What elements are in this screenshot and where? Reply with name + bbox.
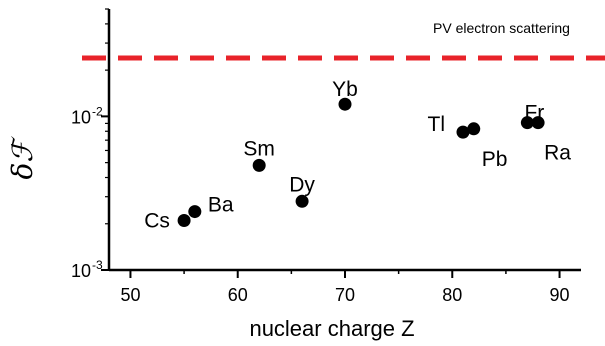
- data-point-cs: [177, 213, 191, 227]
- y-tick-label: 10: [71, 261, 91, 281]
- point-label-dy: Dy: [289, 173, 315, 196]
- y-tick-label: 10: [71, 107, 91, 127]
- point-label-ba: Ba: [208, 194, 234, 217]
- point-label-sm: Sm: [243, 137, 275, 160]
- x-axis-label: nuclear charge Z: [249, 316, 414, 341]
- data-point-fr: [520, 116, 534, 130]
- data-point-tl: [456, 125, 470, 139]
- x-tick-label: 90: [550, 285, 570, 305]
- y-axis-label: δℱ: [6, 136, 39, 180]
- y-tick-exponent: -2: [92, 104, 103, 118]
- data-point-dy: [295, 194, 309, 208]
- point-label-pb: Pb: [482, 148, 508, 171]
- data-point-yb: [338, 97, 352, 111]
- x-tick-label: 60: [228, 285, 248, 305]
- data-point-sm: [252, 158, 266, 172]
- x-tick-label: 80: [442, 285, 462, 305]
- point-label-cs: Cs: [144, 209, 170, 232]
- reference-line-label: PV electron scattering: [433, 20, 570, 36]
- point-label-yb: Yb: [332, 78, 358, 101]
- y-tick-exponent: -3: [92, 258, 103, 272]
- data-point-ra: [531, 116, 545, 130]
- data-point-ba: [188, 205, 202, 219]
- x-tick-label: 70: [335, 285, 355, 305]
- data-points: [177, 97, 545, 227]
- point-label-ra: Ra: [544, 142, 571, 165]
- reference-line-group: PV electron scattering: [82, 20, 605, 61]
- point-label-fr: Fr: [524, 102, 544, 125]
- x-tick-label: 50: [120, 285, 140, 305]
- data-point-pb: [467, 122, 481, 136]
- point-label-tl: Tl: [428, 113, 446, 136]
